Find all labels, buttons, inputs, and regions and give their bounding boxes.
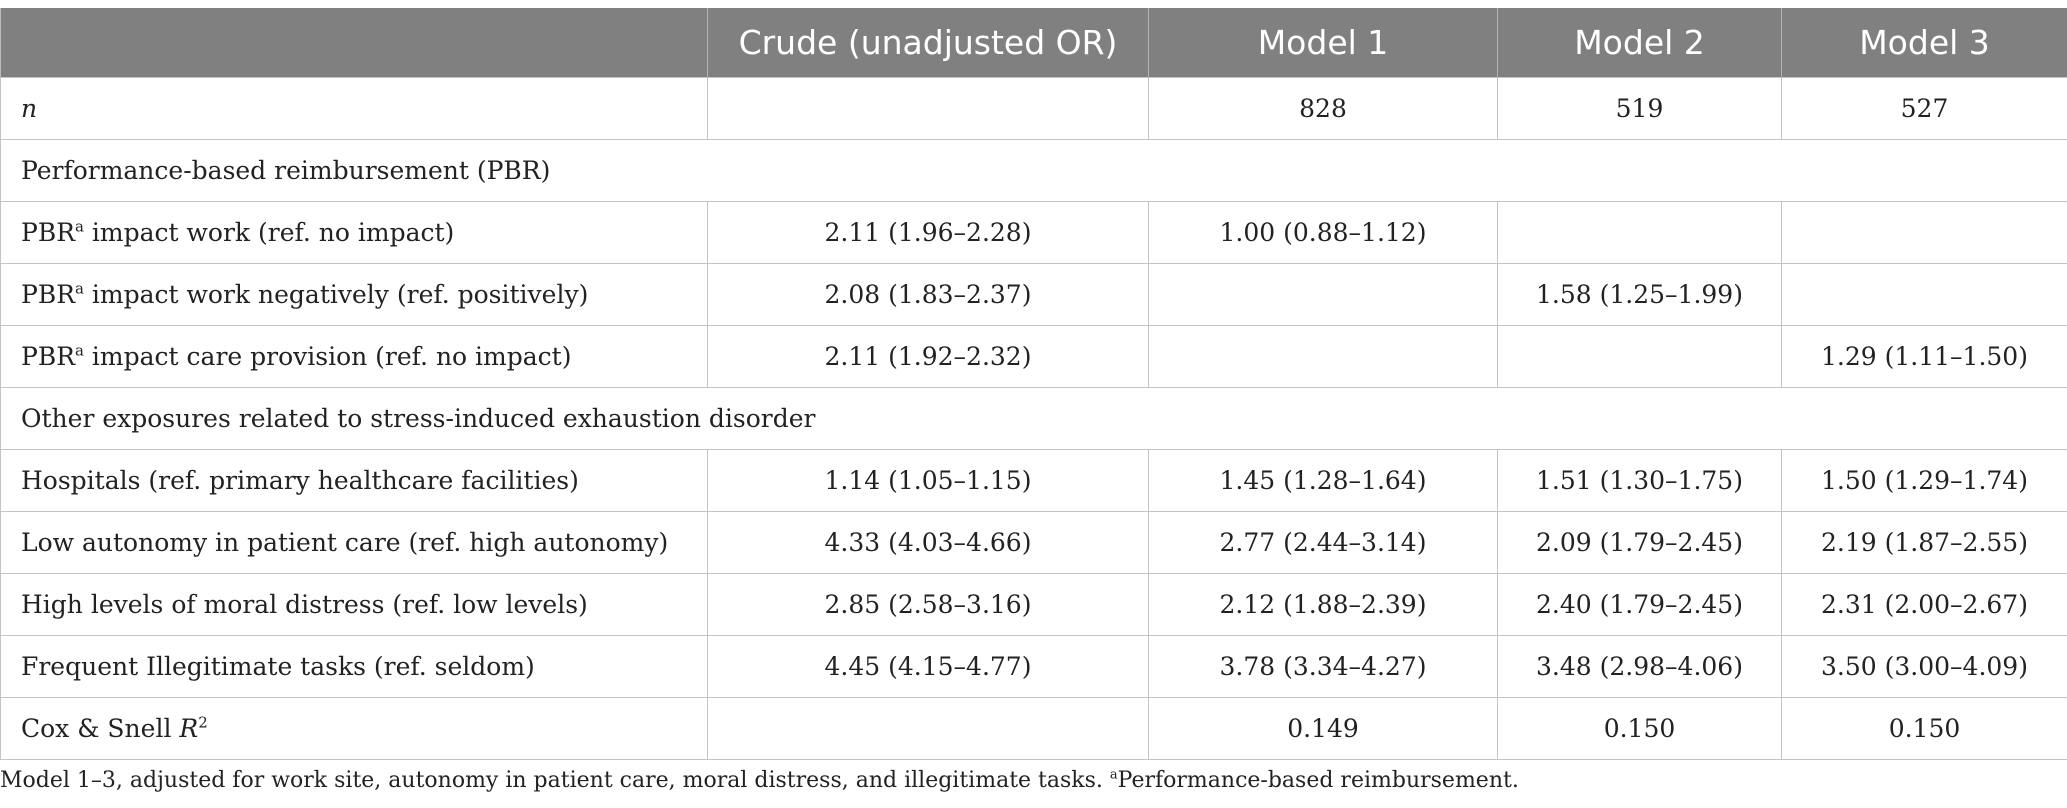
row-label: PBRa impact work negatively (ref. positi… — [0, 263, 708, 326]
table-footnote: Model 1–3, adjusted for work site, auton… — [0, 767, 1519, 793]
row-label: Frequent Illegitimate tasks (ref. seldom… — [0, 635, 708, 698]
row-label: PBRa impact work (ref. no impact) — [0, 201, 708, 264]
table-row: High levels of moral distress (ref. low … — [0, 573, 2067, 636]
header-model-1: Model 1 — [1148, 8, 1498, 78]
row-label: n — [0, 77, 708, 140]
row-label: Low autonomy in patient care (ref. high … — [0, 511, 708, 574]
cell-model-2: 1.51 (1.30–1.75) — [1497, 449, 1782, 512]
header-row: Crude (unadjusted OR) Model 1 Model 2 Mo… — [0, 8, 2067, 78]
cell-model-2 — [1497, 325, 1782, 388]
table-row: PBRa impact care provision (ref. no impa… — [0, 325, 2067, 388]
cell-model-1: 2.12 (1.88–2.39) — [1148, 573, 1498, 636]
cell-model-1: 828 — [1148, 77, 1498, 140]
cell-crude: 2.11 (1.96–2.28) — [707, 201, 1149, 264]
table-header: Crude (unadjusted OR) Model 1 Model 2 Mo… — [0, 8, 2067, 78]
cell-model-1: 1.00 (0.88–1.12) — [1148, 201, 1498, 264]
cell-crude: 4.45 (4.15–4.77) — [707, 635, 1149, 698]
row-label: Hospitals (ref. primary healthcare facil… — [0, 449, 708, 512]
row-label: PBRa impact care provision (ref. no impa… — [0, 325, 708, 388]
table-row: Hospitals (ref. primary healthcare facil… — [0, 449, 2067, 512]
cell-model-3 — [1781, 263, 2067, 326]
cell-model-1 — [1148, 263, 1498, 326]
table-row: Frequent Illegitimate tasks (ref. seldom… — [0, 635, 2067, 698]
table-body: n 828 519 527 Performance-based reimburs… — [0, 77, 2067, 760]
cell-model-3 — [1781, 201, 2067, 264]
cell-model-3: 2.19 (1.87–2.55) — [1781, 511, 2067, 574]
cell-model-1: 3.78 (3.34–4.27) — [1148, 635, 1498, 698]
cell-crude: 4.33 (4.03–4.66) — [707, 511, 1149, 574]
odds-ratio-table: Crude (unadjusted OR) Model 1 Model 2 Mo… — [0, 8, 2067, 760]
cell-model-3: 527 — [1781, 77, 2067, 140]
cell-model-2: 519 — [1497, 77, 1782, 140]
cell-model-3: 0.150 — [1781, 697, 2067, 760]
cell-model-3: 2.31 (2.00–2.67) — [1781, 573, 2067, 636]
header-model-2: Model 2 — [1497, 8, 1782, 78]
cell-model-2 — [1497, 201, 1782, 264]
cell-model-1: 1.45 (1.28–1.64) — [1148, 449, 1498, 512]
row-label: Cox & Snell R2 — [0, 697, 708, 760]
table-row-r2: Cox & Snell R2 0.149 0.150 0.150 — [0, 697, 2067, 760]
table-row: PBRa impact work negatively (ref. positi… — [0, 263, 2067, 326]
table-row: PBRa impact work (ref. no impact) 2.11 (… — [0, 201, 2067, 264]
cell-crude: 2.08 (1.83–2.37) — [707, 263, 1149, 326]
cell-crude: 2.11 (1.92–2.32) — [707, 325, 1149, 388]
cell-model-3: 1.29 (1.11–1.50) — [1781, 325, 2067, 388]
row-label: High levels of moral distress (ref. low … — [0, 573, 708, 636]
cell-crude: 1.14 (1.05–1.15) — [707, 449, 1149, 512]
cell-model-1: 0.149 — [1148, 697, 1498, 760]
cell-model-2: 1.58 (1.25–1.99) — [1497, 263, 1782, 326]
section-heading: Other exposures related to stress-induce… — [0, 387, 2067, 450]
header-label-column — [0, 8, 708, 78]
cell-crude — [707, 77, 1149, 140]
cell-model-1: 2.77 (2.44–3.14) — [1148, 511, 1498, 574]
cell-crude: 2.85 (2.58–3.16) — [707, 573, 1149, 636]
cell-model-2: 3.48 (2.98–4.06) — [1497, 635, 1782, 698]
cell-model-3: 1.50 (1.29–1.74) — [1781, 449, 2067, 512]
cell-model-1 — [1148, 325, 1498, 388]
section-row-pbr: Performance-based reimbursement (PBR) — [0, 139, 2067, 202]
cell-model-2: 0.150 — [1497, 697, 1782, 760]
cell-model-2: 2.40 (1.79–2.45) — [1497, 573, 1782, 636]
table-row-n: n 828 519 527 — [0, 77, 2067, 140]
cell-model-2: 2.09 (1.79–2.45) — [1497, 511, 1782, 574]
results-table-container: Crude (unadjusted OR) Model 1 Model 2 Mo… — [0, 8, 2067, 760]
cell-crude — [707, 697, 1149, 760]
section-row-other: Other exposures related to stress-induce… — [0, 387, 2067, 450]
header-crude: Crude (unadjusted OR) — [707, 8, 1149, 78]
cell-model-3: 3.50 (3.00–4.09) — [1781, 635, 2067, 698]
header-model-3: Model 3 — [1781, 8, 2067, 78]
table-row: Low autonomy in patient care (ref. high … — [0, 511, 2067, 574]
section-heading: Performance-based reimbursement (PBR) — [0, 139, 2067, 202]
